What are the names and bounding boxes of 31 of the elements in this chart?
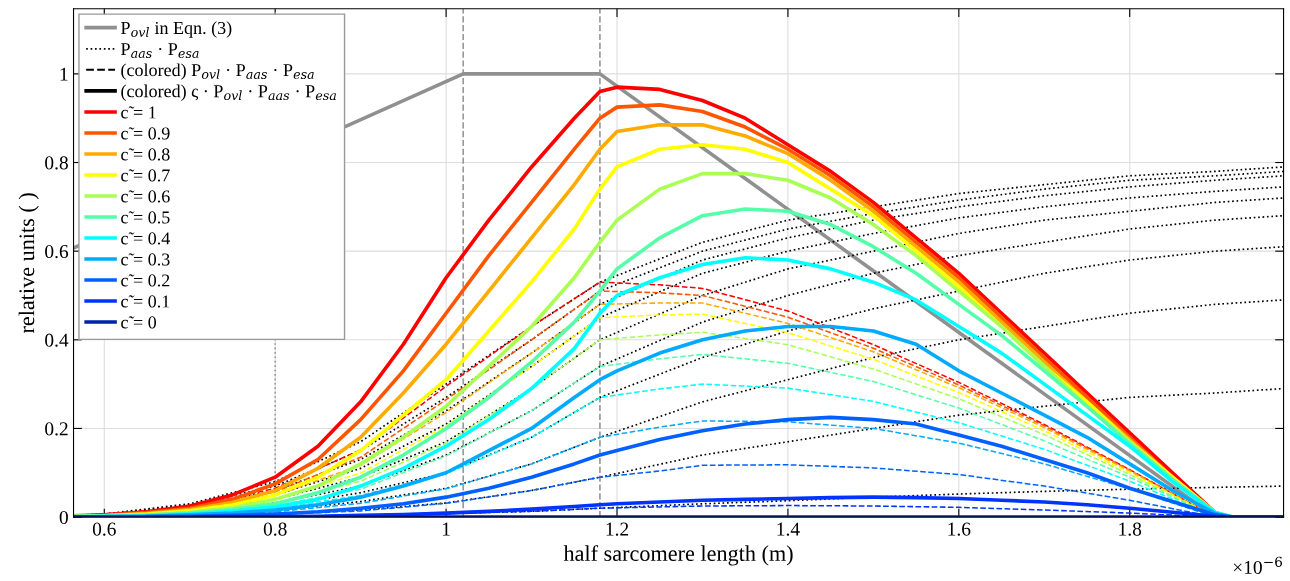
- y-tick-label: 1: [60, 67, 68, 81]
- legend-label: c̃ = 0.1: [121, 295, 170, 308]
- x-tick-label: 1.4: [777, 522, 800, 536]
- y-axis-title: relative units ( ): [18, 193, 39, 334]
- annotation: (colored) ς · P$_{ovl}$ · P$_{aas}$ · P$_{esa}$: [121, 84, 336, 101]
- y-tick-label: 0.2: [45, 422, 68, 436]
- legend-label: c̃ = 0.4: [121, 232, 170, 245]
- x-axis-title: half sarcomere length (m): [563, 545, 793, 566]
- y-tick-label: 0.8: [45, 156, 68, 170]
- legend-label: c̃ = 0.6: [121, 190, 170, 203]
- legend-label: P$_{aas}$ · P$_{esa}$: [120, 43, 199, 59]
- annotation: (colored) P$_{ovl}$ · P$_{aas}$ · P$_{esa}$: [121, 63, 314, 80]
- legend-label: P$_{ovl}$ in Eqn. (3): [120, 21, 232, 38]
- x-tick-label: 1.2: [606, 522, 629, 536]
- legend-label: c̃ = 0: [121, 316, 157, 329]
- legend-label: c̃ = 0.5: [121, 211, 170, 224]
- x-tick-label: 1.6: [948, 522, 971, 536]
- legend-label: c̃ = 0.2: [121, 274, 170, 287]
- legend-label: c̃ = 0.3: [121, 253, 170, 266]
- x-tick-label: 1: [442, 522, 450, 536]
- x-tick-label: 0.6: [92, 522, 116, 536]
- legend-label: c̃ = 0.9: [121, 127, 170, 140]
- legend-label: c̃ = 0.7: [121, 169, 170, 182]
- y-tick-label: 0.4: [45, 333, 69, 347]
- y-tick-label: 0: [59, 510, 68, 525]
- legend-label: c̃ = 0.8: [121, 148, 170, 161]
- x-tick-label: 0.8: [263, 522, 287, 536]
- x-tick-label: 1.8: [1119, 522, 1142, 536]
- y-tick-label: 0.6: [45, 244, 69, 259]
- legend-label: c̃ = 1: [121, 106, 156, 119]
- text: ×10$^{−6}$: [1233, 556, 1283, 575]
